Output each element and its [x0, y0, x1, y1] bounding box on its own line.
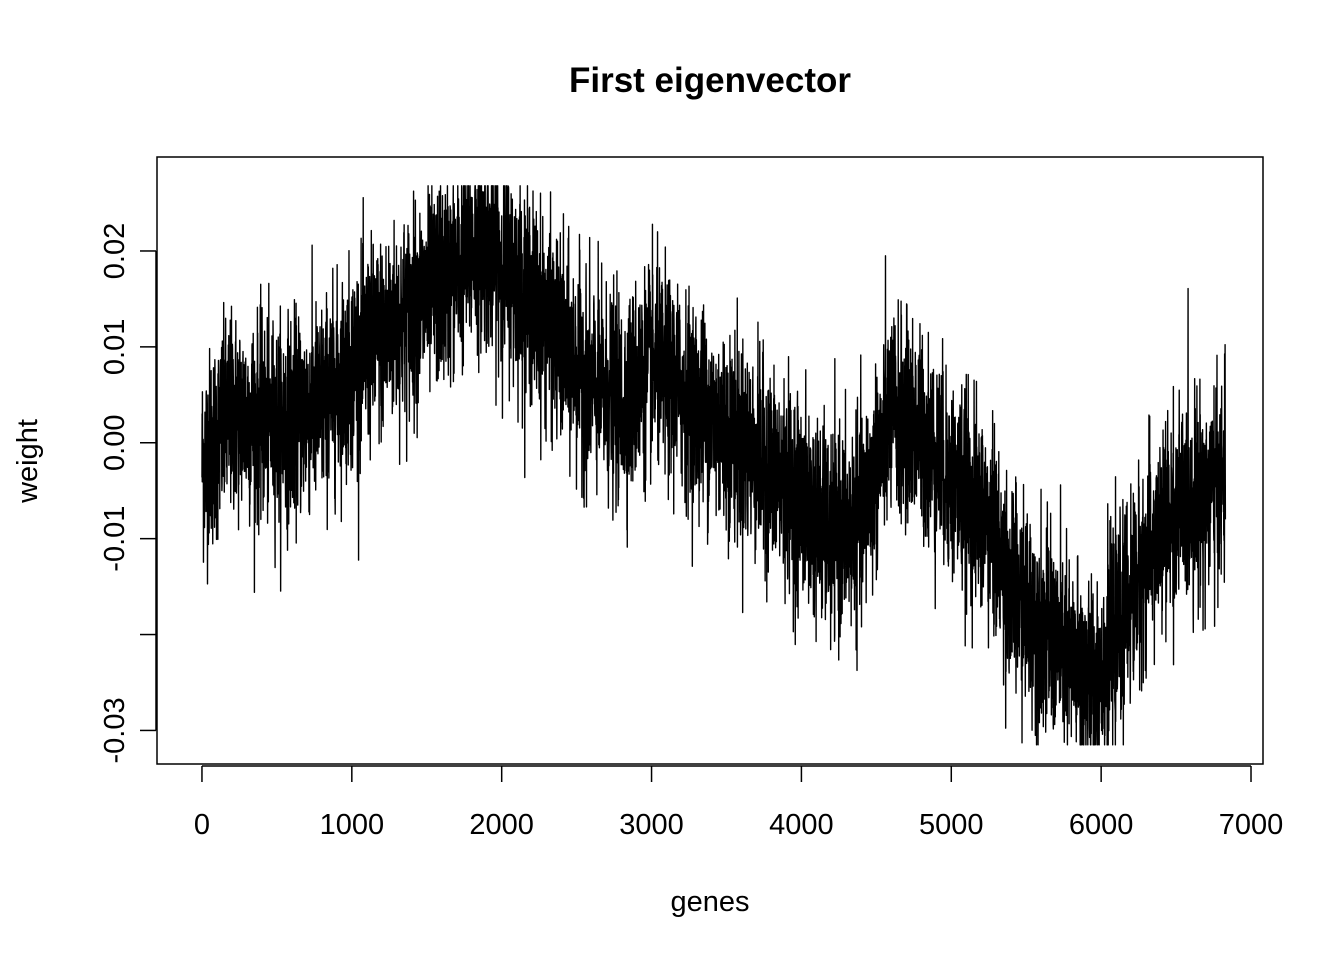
y-tick-label: 0.01	[99, 319, 131, 375]
x-tick-label: 1000	[320, 809, 385, 841]
x-tick-label: 6000	[1069, 809, 1134, 841]
plot-frame	[156, 156, 1264, 765]
x-tick-label: 2000	[469, 809, 534, 841]
x-tick-label: 4000	[769, 809, 834, 841]
x-tick-label: 7000	[1219, 809, 1284, 841]
y-tick-label: 0.02	[99, 223, 131, 279]
chart-title: First eigenvector	[569, 61, 851, 100]
y-axis: -0.03 -0.01 0.00 0.01 0.02	[99, 223, 157, 763]
series-line	[201, 185, 1227, 746]
x-axis: 0 1000 2000 3000 4000 5000 6000 7000	[194, 765, 1284, 841]
x-axis-label: genes	[670, 886, 749, 918]
x-tick-label: 5000	[919, 809, 984, 841]
x-tick-label: 3000	[619, 809, 684, 841]
y-tick-label: -0.03	[99, 697, 131, 763]
y-tick-label: 0.00	[99, 415, 131, 471]
y-axis-label: weight	[12, 419, 44, 504]
series-layer	[201, 185, 1227, 746]
y-tick-label: -0.01	[99, 506, 131, 572]
x-tick-label: 0	[194, 809, 210, 841]
